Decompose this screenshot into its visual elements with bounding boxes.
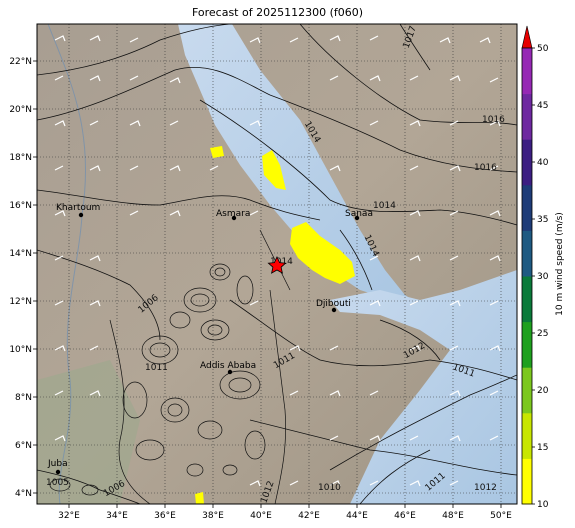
city-label-juba: Juba — [47, 459, 68, 469]
map-area: 1017 1016 1016 1014 1014 1014 1014 1012 … — [37, 24, 517, 504]
isobar-label: 1014 — [373, 201, 396, 211]
colorbar-bin — [522, 276, 532, 323]
city-label-khartoum: Khartoum — [56, 203, 100, 213]
city-marker — [231, 215, 237, 221]
lon-tick: 40°E — [250, 511, 272, 521]
highland-contours — [49, 229, 291, 504]
city-label-addis-ababa: Addis Ababa — [200, 361, 256, 371]
isobar-label: 1005 — [46, 478, 69, 488]
colorbar-tick-label: 45 — [537, 101, 548, 111]
lat-tick: 14°N — [9, 249, 32, 259]
lon-tick: 42°E — [298, 511, 320, 521]
wind-speed-fill — [195, 146, 355, 504]
colorbar-label: 10 m wind speed (m/s) — [555, 212, 565, 316]
colorbar-tick-label: 35 — [537, 215, 548, 225]
lat-tick: 16°N — [9, 201, 32, 211]
star-marker-icon — [267, 256, 287, 274]
map-frame — [36, 23, 518, 505]
colorbar-bin — [522, 367, 532, 414]
lat-tick: 8°N — [15, 393, 32, 403]
colorbar: 10 15 20 25 30 35 40 45 50 10 m wind speed (m/s) — [521, 25, 565, 510]
colorbar-bin — [522, 321, 532, 368]
lon-tick: 48°E — [442, 511, 464, 521]
lon-tick: 36°E — [154, 511, 176, 521]
colorbar-bin — [522, 230, 532, 277]
lat-tick: 20°N — [9, 105, 32, 115]
colorbar-bin — [522, 93, 532, 140]
lon-tick: 46°E — [394, 511, 416, 521]
city-label-sanaa: Sanaa — [345, 209, 373, 219]
nile-river — [47, 24, 87, 504]
lat-tick: 18°N — [9, 153, 32, 163]
lon-tick: 34°E — [106, 511, 128, 521]
lat-tick-labels: 22°N 20°N 18°N 16°N 14°N 12°N 10°N 8°N 6… — [9, 57, 32, 499]
cities: Khartoum Asmara Sanaa Djibouti Addis Aba… — [47, 203, 373, 475]
chart-title: Forecast of 2025112300 (f060) — [191, 6, 364, 19]
colorbar-tick-label: 10 — [537, 500, 549, 510]
lon-tick: 38°E — [202, 511, 224, 521]
city-marker — [227, 369, 233, 375]
city-marker — [331, 307, 337, 313]
colorbar-bin — [522, 48, 532, 95]
wind-barbs — [54, 35, 501, 487]
lat-tick: 4°N — [15, 489, 32, 499]
isobar-label: 1010 — [318, 483, 341, 493]
isobar-label: 1011 — [145, 363, 168, 373]
lat-tick: 10°N — [9, 345, 32, 355]
city-marker — [354, 215, 360, 221]
colorbar-tick-label: 30 — [537, 272, 549, 282]
city-marker — [55, 469, 61, 475]
red-sea — [178, 24, 420, 305]
colorbar-tick-label: 15 — [537, 443, 548, 453]
city-label-asmara: Asmara — [216, 209, 250, 219]
city-marker — [78, 212, 84, 218]
colorbar-bin — [522, 139, 532, 186]
colorbar-tick-label: 40 — [537, 158, 549, 168]
colorbar-tick-label: 50 — [537, 44, 549, 54]
lon-tick: 50°E — [490, 511, 512, 521]
colorbar-bin — [522, 184, 532, 231]
gulf-of-aden — [330, 270, 517, 504]
isobar-label: 1016 — [474, 163, 497, 173]
colorbar-extend-arrow — [521, 25, 533, 49]
colorbar-bin — [522, 412, 532, 459]
isobar-label: 1014 — [270, 257, 293, 267]
lon-tick: 32°E — [58, 511, 80, 521]
isobar-label: 1016 — [482, 115, 505, 125]
axis-tick-marks — [33, 60, 502, 508]
isobar-label: 1012 — [474, 483, 497, 493]
vegetation-shade — [37, 360, 140, 504]
lon-tick: 44°E — [346, 511, 368, 521]
colorbar-tick-label: 25 — [537, 329, 548, 339]
city-label-djibouti: Djibouti — [316, 299, 351, 309]
colorbar-tick-label: 20 — [537, 386, 549, 396]
colorbar-bin — [522, 458, 532, 505]
lat-tick: 22°N — [9, 57, 32, 67]
lon-tick-labels: 32°E 34°E 36°E 38°E 40°E 42°E 44°E 46°E … — [58, 511, 512, 521]
lat-tick: 12°N — [9, 297, 32, 307]
isobars — [37, 24, 517, 504]
lat-tick: 6°N — [15, 441, 32, 451]
